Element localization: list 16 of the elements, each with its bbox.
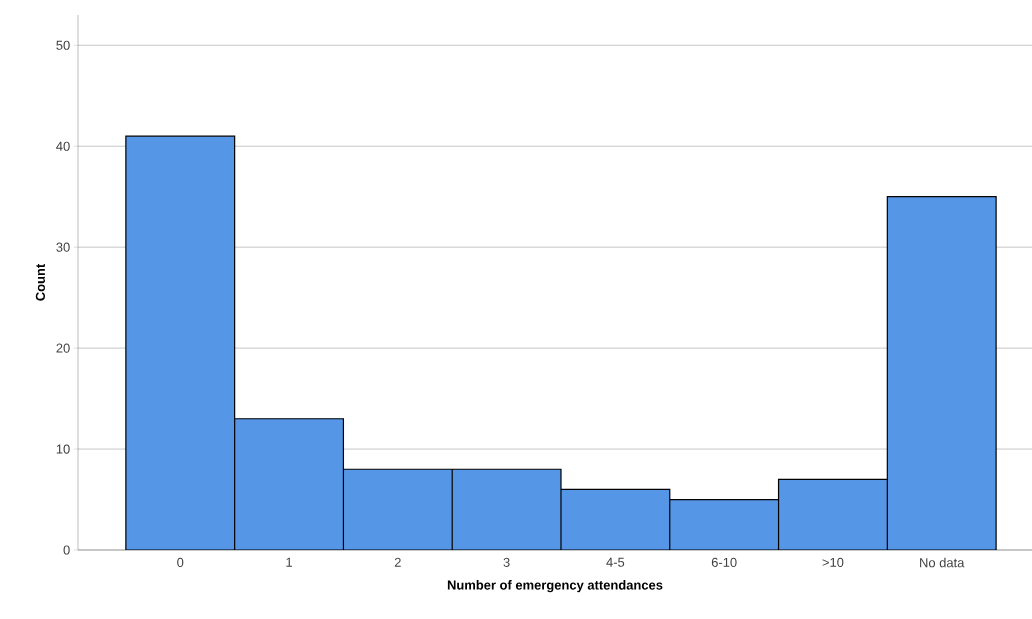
- x-tick-label: 1: [286, 557, 293, 567]
- y-axis-title: Count: [35, 263, 45, 301]
- x-tick-label: 4-5: [606, 557, 625, 567]
- x-tick-label: 2: [394, 557, 401, 567]
- x-tick-label: 3: [503, 557, 510, 567]
- x-tick-label: 0: [177, 557, 184, 567]
- y-tick-label: 0: [63, 545, 70, 555]
- y-tick-label: 50: [56, 40, 70, 50]
- x-tick-label: No data: [920, 557, 965, 568]
- y-tick-label: 20: [56, 343, 70, 353]
- y-tick-label: 10: [56, 444, 70, 454]
- y-tick-label: 30: [56, 242, 70, 252]
- x-axis-title: Number of emergency attendances: [447, 580, 663, 593]
- y-tick-label: 40: [56, 141, 70, 151]
- x-tick-label: 6-10: [711, 557, 737, 567]
- x-tick-label: >10: [822, 557, 844, 567]
